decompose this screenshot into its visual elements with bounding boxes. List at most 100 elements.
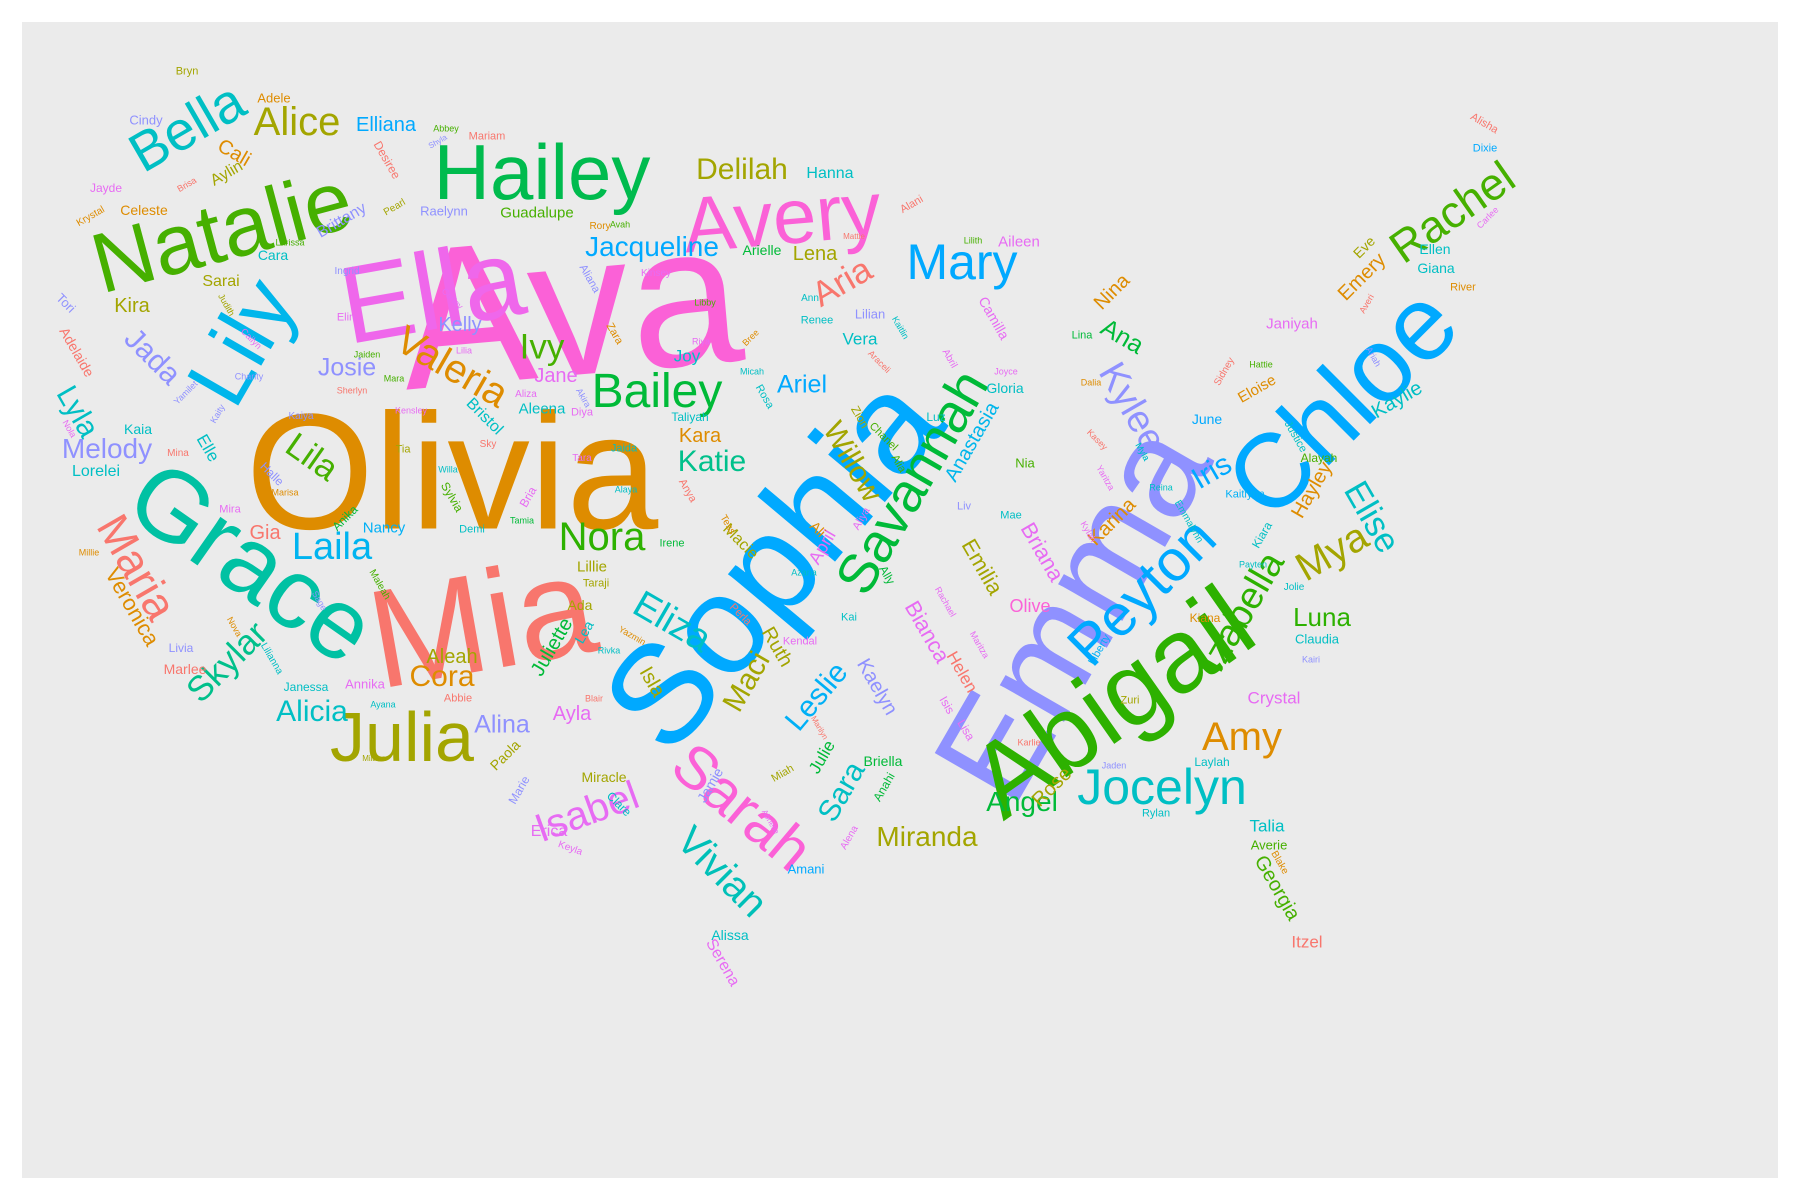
word-milana: Milana [362, 754, 386, 763]
word-joyce: Joyce [994, 366, 1018, 377]
word-anya: Anya [675, 476, 699, 505]
word-josie: Josie [317, 353, 377, 382]
word-lorelei: Lorelei [71, 463, 121, 480]
word-kaity: Kaity [208, 402, 227, 425]
word-rivka: Rivka [597, 645, 621, 656]
word-reina: Reina [1149, 482, 1173, 493]
word-talia: Talia [1249, 816, 1285, 836]
word-amani: Amani [787, 861, 825, 877]
word-ada: Ada [567, 597, 593, 613]
word-arielle: Arielle [742, 242, 782, 258]
word-briella: Briella [863, 753, 903, 769]
word-bree: Bree [740, 327, 761, 348]
word-rosa: Rosa [752, 382, 777, 411]
word-cara: Cara [257, 247, 289, 263]
word-lilith: Lilith [963, 235, 983, 246]
word-azaria: Azaria [791, 567, 817, 578]
word-miracle: Miracle [581, 769, 627, 785]
word-liv: Liv [956, 500, 972, 513]
word-kaitlin: Kaitlin [889, 314, 911, 341]
word-kaelyn: Kaelyn [852, 655, 902, 719]
word-marlee: Marlee [163, 661, 207, 677]
word-livia: Livia [168, 641, 194, 655]
word-angel: Angel [986, 786, 1058, 817]
word-jolie: Jolie [1283, 582, 1305, 593]
word-jayde: Jayde [89, 181, 123, 195]
word-ellen: Ellen [1419, 241, 1451, 257]
word-kinsey: Kinsey [640, 268, 672, 279]
word-miah: Miah [769, 762, 797, 785]
word-jane: Jane [534, 365, 578, 387]
word-rachael: Rachael [932, 584, 959, 619]
word-olivia: Olivia [245, 379, 659, 564]
word-averie: Averie [1250, 837, 1288, 853]
word-luna: Luna [1293, 602, 1351, 632]
word-kiara: Kiara [1248, 519, 1276, 551]
word-kai: Kai [841, 611, 857, 624]
word-nina: Nina [1089, 269, 1135, 315]
word-laila: Laila [291, 526, 373, 568]
word-gia: Gia [249, 522, 281, 544]
word-abbey: Abbey [433, 123, 459, 134]
word-kara: Kara [678, 425, 722, 447]
word-sky: Sky [479, 439, 497, 450]
word-sidney: Sidney [1212, 355, 1237, 388]
word-millie: Millie [78, 547, 100, 558]
word-sarai: Sarai [202, 273, 240, 290]
word-ann: Ann [801, 293, 819, 304]
word-june: June [1191, 411, 1223, 427]
word-crystal: Crystal [1247, 688, 1301, 708]
word-miranda: Miranda [876, 821, 978, 852]
word-lina: Lina [1071, 329, 1093, 342]
word-marie: Marie [505, 773, 533, 807]
word-sherlyn: Sherlyn [336, 385, 368, 396]
word-cindy: Cindy [129, 112, 163, 128]
word-taliyah: Taliyah [671, 410, 709, 424]
word-olive: Olive [1009, 596, 1051, 616]
word-jaida: Jaida [610, 442, 638, 455]
word-cora: Cora [409, 660, 475, 693]
word-bailey: Bailey [591, 365, 723, 418]
word-tara: Tara [572, 453, 592, 464]
word-luz: Luz [926, 410, 946, 424]
word-alina: Alina [474, 710, 530, 739]
word-nora: Nora [558, 515, 646, 559]
word-mattie: Mattie [843, 232, 865, 241]
word-alice: Alice [253, 100, 341, 144]
word-adelaide: Adelaide [56, 324, 98, 380]
word-diya: Diya [570, 406, 594, 419]
word-aleah: Aleah [426, 646, 478, 668]
word-hailey: Hailey [433, 128, 651, 216]
word-marilyn: Marilyn [809, 714, 830, 742]
word-amy: Amy [1202, 715, 1282, 759]
word-rory: Rory [589, 221, 611, 232]
word-nancy: Nancy [362, 519, 406, 537]
word-katie: Katie [677, 445, 747, 478]
word-claudia: Claudia [1294, 631, 1340, 647]
word-aleena: Aleena [518, 400, 566, 418]
word-jacqueline: Jacqueline [585, 231, 719, 262]
word-alena: Alena [838, 823, 861, 852]
word-karlie: Karlie [1017, 737, 1041, 748]
word-alayah: Alayah [1300, 451, 1338, 465]
word-delilah: Delilah [696, 153, 788, 186]
word-celeste: Celeste [120, 202, 168, 218]
word-zuri: Zuri [1120, 694, 1140, 707]
word-rylan: Rylan [1141, 807, 1171, 820]
word-camilla: Camilla [975, 293, 1013, 343]
word-alaya: Alaya [614, 484, 638, 495]
word-kira: Kira [114, 295, 150, 317]
word-melody: Melody [61, 433, 153, 464]
word-jada: Jada [117, 321, 188, 392]
word-kaiya: Kaiya [288, 411, 314, 422]
word-kaitlynn: Kaitlynn [1225, 488, 1265, 501]
word-lena: Lena [792, 243, 838, 265]
word-mira: Mira [219, 503, 241, 516]
word-nia: Nia [1015, 455, 1035, 471]
word-ana: Ana [1095, 313, 1149, 360]
word-gloria: Gloria [986, 380, 1024, 396]
word-giana: Giana [1417, 260, 1455, 276]
word-marisa: Marisa [271, 487, 299, 498]
word-mara: Mara [383, 373, 405, 384]
word-micah: Micah [739, 366, 765, 377]
